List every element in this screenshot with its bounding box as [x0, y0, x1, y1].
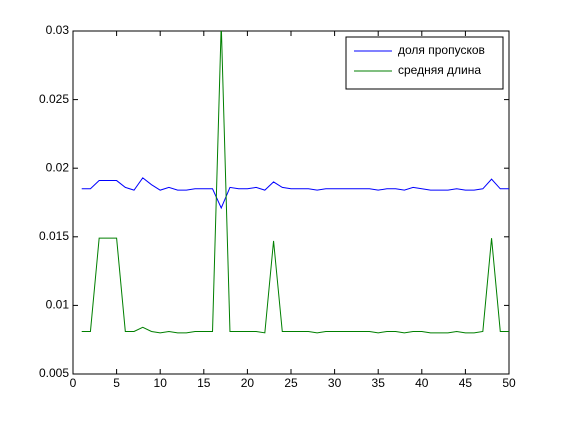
y-tick-label: 0.03: [46, 23, 70, 37]
line: [81, 31, 509, 334]
x-tick-label: 5: [113, 376, 120, 390]
y-tick-label: 0.005: [39, 366, 69, 380]
x-tick-label: 50: [502, 376, 516, 390]
x-tick-label: 40: [415, 376, 429, 390]
x-tick-label: 15: [197, 376, 211, 390]
x-tick-label: 20: [241, 376, 255, 390]
x-tick-label: 30: [328, 376, 342, 390]
x-tick-label: 35: [372, 376, 386, 390]
legend-label: средняя длина: [398, 63, 481, 77]
series-group: [81, 31, 509, 334]
y-tick-label: 0.02: [46, 160, 70, 174]
line: [81, 177, 509, 210]
x-tick-label: 45: [459, 376, 473, 390]
legend-label: доля пропусков: [398, 43, 485, 57]
y-tick-label: 0.025: [39, 92, 69, 106]
y-tick-label: 0.015: [39, 229, 69, 243]
x-tick-label: 10: [154, 376, 168, 390]
x-tick-label: 25: [284, 376, 298, 390]
x-tick-label: 0: [70, 376, 77, 390]
y-tick-label: 0.01: [46, 298, 70, 312]
legend-box: [345, 36, 504, 90]
